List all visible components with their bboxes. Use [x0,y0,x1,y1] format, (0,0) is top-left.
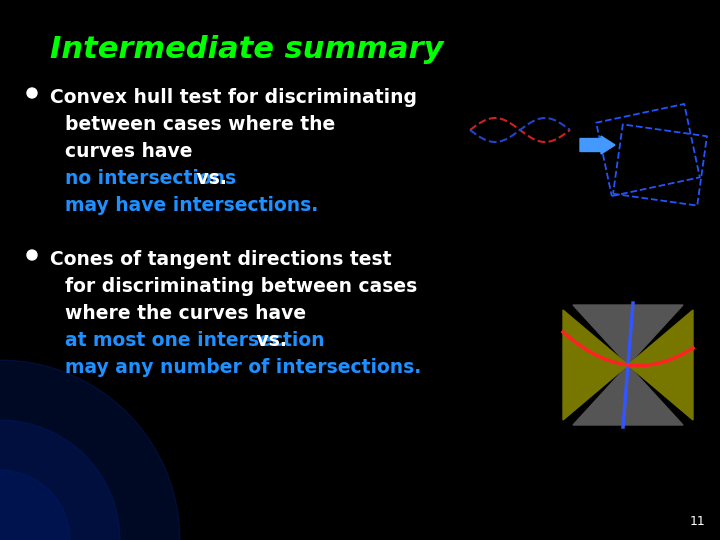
FancyArrow shape [580,136,615,154]
Circle shape [0,470,70,540]
Circle shape [27,250,37,260]
Text: vs.: vs. [250,331,287,350]
Polygon shape [573,305,683,365]
Circle shape [0,360,180,540]
Text: may any number of intersections.: may any number of intersections. [65,358,421,377]
Polygon shape [628,310,693,420]
Text: for discriminating between cases: for discriminating between cases [65,277,418,296]
Polygon shape [573,365,683,425]
Text: between cases where the: between cases where the [65,115,336,134]
Circle shape [0,420,120,540]
Polygon shape [563,310,628,420]
Text: may have intersections.: may have intersections. [65,196,318,215]
Text: Convex hull test for discriminating: Convex hull test for discriminating [50,88,417,107]
Text: Intermediate summary: Intermediate summary [50,35,444,64]
Circle shape [27,88,37,98]
Text: Cones of tangent directions test: Cones of tangent directions test [50,250,392,269]
Text: curves have: curves have [65,142,192,161]
Text: at most one intersection: at most one intersection [65,331,325,350]
Text: vs.: vs. [190,169,227,188]
Text: where the curves have: where the curves have [65,304,306,323]
Text: 11: 11 [689,515,705,528]
Text: no intersections: no intersections [65,169,236,188]
